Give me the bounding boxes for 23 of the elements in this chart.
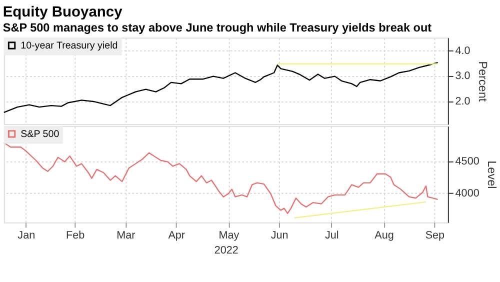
chart-title: Equity Buoyancy bbox=[2, 4, 124, 21]
x-tick-label: Feb bbox=[66, 230, 85, 242]
y-tick-label: 4000 bbox=[455, 187, 480, 200]
y-tick-label: 2.0 bbox=[455, 96, 470, 108]
x-axis-title: 2022 bbox=[214, 244, 238, 256]
line-series bbox=[3, 62, 438, 113]
y-tick-label: 3.0 bbox=[455, 70, 470, 82]
y-tick-label: 4.0 bbox=[455, 44, 470, 57]
x-tick-label: Mar bbox=[116, 230, 136, 242]
y-axis-title: Level bbox=[485, 160, 498, 189]
legend-label: S&P 500 bbox=[20, 128, 60, 140]
x-tick-label: Jan bbox=[18, 230, 36, 242]
line-series bbox=[3, 142, 438, 214]
x-tick-label: Aug bbox=[374, 230, 394, 242]
x-tick-label: Sep bbox=[425, 230, 445, 242]
x-tick-label: Jun bbox=[270, 230, 288, 242]
x-tick-label: Apr bbox=[168, 230, 186, 242]
y-axis-title: Percent bbox=[476, 61, 490, 102]
chart-subtitle: S&P 500 manages to stay above June trough while Treasury yields break out bbox=[2, 21, 432, 34]
y-tick-label: 4500 bbox=[455, 156, 480, 168]
x-tick-label: Jul bbox=[325, 230, 339, 242]
legend-label: 10-year Treasury yield bbox=[20, 40, 118, 52]
x-tick-label: May bbox=[218, 230, 240, 242]
